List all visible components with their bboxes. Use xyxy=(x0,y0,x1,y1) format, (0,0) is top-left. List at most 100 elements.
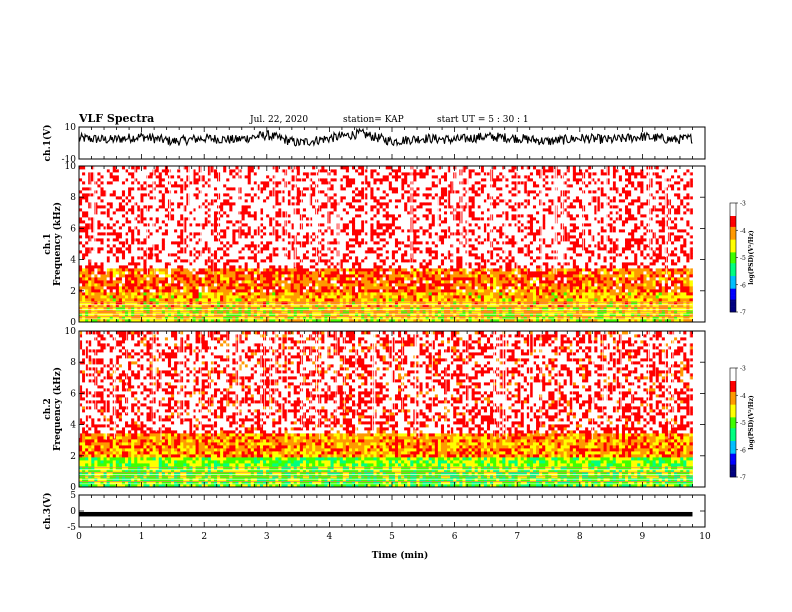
spectrogram-cell xyxy=(664,319,669,322)
spectrogram-cell xyxy=(625,313,629,317)
spectrogram-cell xyxy=(664,304,669,308)
spectrogram-cell xyxy=(149,259,154,263)
spectrogram-cell xyxy=(615,268,620,272)
spectrogram-cell xyxy=(631,307,635,311)
spectrogram-cell xyxy=(244,265,249,269)
spectrogram-cell xyxy=(447,250,451,254)
spectrogram-cell xyxy=(210,313,215,317)
spectrogram-cell xyxy=(578,286,583,290)
spectrogram-cell xyxy=(646,286,650,290)
spectrogram-cell xyxy=(79,250,83,254)
spectrogram-cell xyxy=(440,289,445,293)
spectrogram-cell xyxy=(244,250,249,254)
spectrogram-cell xyxy=(456,298,460,302)
spectrogram-cell xyxy=(603,316,607,320)
spectrogram-cell xyxy=(407,280,411,284)
spectrogram-cell xyxy=(269,295,273,299)
spectrogram-cell xyxy=(342,268,347,272)
spectrogram-cell xyxy=(143,265,147,269)
spectrogram-cell xyxy=(529,268,534,272)
spectrogram-cell xyxy=(180,265,184,269)
spectrogram-cell xyxy=(100,253,104,257)
spectrogram-cell xyxy=(621,298,626,302)
spectrogram-cell xyxy=(339,265,344,269)
spectrogram-cell xyxy=(404,286,408,290)
spectrogram-cell xyxy=(213,286,218,290)
spectrogram-cell xyxy=(591,319,595,322)
spectrogram-cell xyxy=(618,292,623,296)
spectrogram-cell xyxy=(674,319,678,322)
spectrogram-cell xyxy=(480,259,485,263)
spectrogram-cell xyxy=(355,277,359,281)
spectrogram-cell xyxy=(557,307,561,311)
spectrogram-cell xyxy=(164,271,169,275)
spectrogram-cell xyxy=(195,289,200,293)
spectrogram-cell xyxy=(79,286,83,290)
spectrogram-cell xyxy=(496,289,500,293)
spectrogram-cell xyxy=(207,283,212,287)
spectrogram-cell xyxy=(618,307,623,311)
spectrogram-cell xyxy=(652,286,657,290)
spectrogram-cell xyxy=(352,271,356,275)
spectrogram-cell xyxy=(348,298,353,302)
spectrogram-cell xyxy=(664,292,669,296)
spectrogram-cell xyxy=(606,292,611,296)
spectrogram-cell xyxy=(569,316,574,320)
spectrogram-cell xyxy=(97,280,101,284)
spectrogram-cell xyxy=(174,286,178,290)
spectrogram-cell xyxy=(597,271,601,275)
spectrogram-cell xyxy=(367,277,371,281)
spectrogram-cell xyxy=(223,271,227,275)
spectrogram-cell xyxy=(508,286,512,290)
spectrogram-cell xyxy=(419,283,423,287)
spectrogram-cell xyxy=(131,274,135,278)
spectrogram-cell xyxy=(572,280,577,284)
spectrogram-cell xyxy=(256,247,261,251)
spectrogram-cell xyxy=(609,274,614,278)
spectrogram-cell xyxy=(275,289,279,293)
spectrogram-cell xyxy=(217,262,221,266)
spectrogram-cell xyxy=(529,280,534,284)
spectrogram-cell xyxy=(109,256,114,260)
spectrogram-cell xyxy=(118,304,123,308)
spectrogram-cell xyxy=(625,268,629,272)
spectrogram-cell xyxy=(407,271,411,275)
spectrogram-cell xyxy=(321,247,325,251)
spectrogram-cell xyxy=(434,298,439,302)
spectrogram-cell xyxy=(342,292,347,296)
spectrogram-cell xyxy=(152,271,157,275)
spectrogram-cell xyxy=(379,313,384,317)
spectrogram-cell xyxy=(536,298,540,302)
spectrogram-cell xyxy=(348,289,353,293)
spectrogram-cell xyxy=(468,298,473,302)
spectrogram-cell xyxy=(152,298,157,302)
spectrogram-cell xyxy=(82,295,86,299)
spectrogram-cell xyxy=(204,256,209,260)
spectrogram-cell xyxy=(428,250,433,254)
spectrogram-cell xyxy=(554,286,558,290)
spectrogram-cell xyxy=(97,313,101,317)
spectrogram-cell xyxy=(82,277,86,281)
spectrogram-cell xyxy=(109,307,114,311)
spectrogram-cell xyxy=(388,262,393,266)
spectrogram-cell xyxy=(232,259,236,263)
spectrogram-cell xyxy=(259,298,264,302)
spectrogram-cell xyxy=(278,259,282,263)
spectrogram-cell xyxy=(499,277,503,281)
spectrogram-cell xyxy=(388,316,393,320)
spectrogram-cell xyxy=(180,250,184,254)
spectrogram-cell xyxy=(345,289,350,293)
spectrogram-cell xyxy=(318,268,322,272)
spectrogram-cell xyxy=(603,262,607,266)
spectrogram-cell xyxy=(118,250,123,254)
spectrogram-cell xyxy=(143,247,147,251)
spectrogram-cell xyxy=(134,313,138,317)
spectrogram-cell xyxy=(404,277,408,281)
spectrogram-cell xyxy=(183,256,187,260)
spectrogram-cell xyxy=(496,271,500,275)
spectrogram-cell xyxy=(287,283,292,287)
spectrogram-cell xyxy=(680,259,684,263)
spectrogram-cell xyxy=(545,286,549,290)
spectrogram-cell xyxy=(155,313,160,317)
